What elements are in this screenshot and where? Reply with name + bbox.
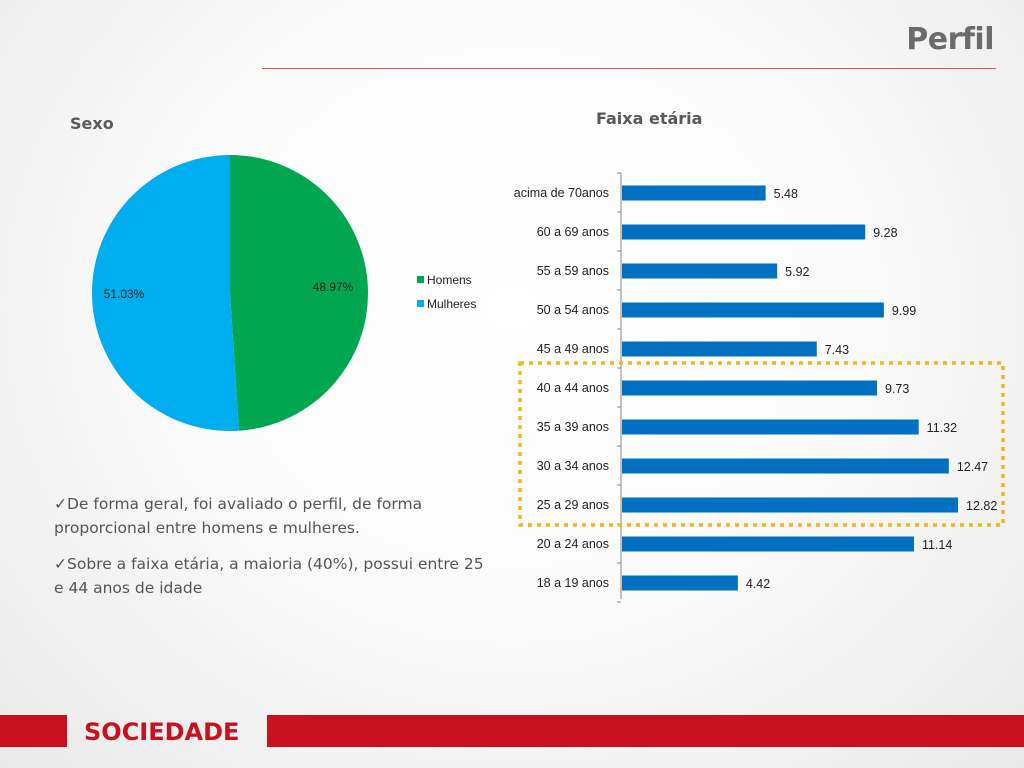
bullet-item: ✓Sobre a faixa etária, a maioria (40%), … [54,552,494,600]
footer-bar-right [267,715,1024,747]
brand-logo-text: SOCIEDADE [84,718,240,746]
category-label: 55 a 59 anos [537,264,609,278]
bar-data-label: 11.32 [927,421,957,435]
category-label: 25 a 29 anos [537,498,609,512]
page-title: Perfil [906,22,994,57]
bar-3 [622,302,884,318]
bar-data-label: 9.73 [885,382,909,396]
bar-data-label: 5.48 [774,187,798,201]
bullet-item: ✓De forma geral, foi avaliado o perfil, … [54,492,494,540]
bar-5 [622,380,878,396]
bar-1 [622,224,866,240]
bar-2 [622,263,778,279]
highlight-box [518,361,1005,527]
category-label: 18 a 19 anos [537,576,609,590]
pie-slice-mulheres [92,155,239,431]
bar-0 [622,185,766,201]
bar-6 [622,419,919,435]
bar-data-label: 11.14 [922,538,952,552]
bar-data-label: 12.47 [957,460,988,474]
bar-data-label: 7.43 [825,343,849,357]
category-label: 45 a 49 anos [537,342,609,356]
bar-chart-title: Faixa etária [596,109,703,128]
bar-data-label: 5.92 [785,265,809,279]
bar-data-label: 9.99 [892,304,916,318]
legend-label: Homens [427,273,472,287]
bar-data-label: 9.28 [873,226,897,240]
bar-data-label: 12.82 [966,499,997,513]
category-label: 20 a 24 anos [537,537,609,551]
bar-data-label: 4.42 [746,577,770,591]
category-label: 30 a 34 anos [537,459,609,473]
category-label: acima de 70anos [514,186,609,200]
check-icon: ✓ [54,495,67,513]
pie-chart-title: Sexo [70,114,114,133]
legend-label: Mulheres [427,297,476,311]
summary-bullets: ✓De forma geral, foi avaliado o perfil, … [54,492,494,612]
category-label: 50 a 54 anos [537,303,609,317]
category-label: 60 a 69 anos [537,225,609,239]
title-divider [262,68,996,69]
pie-slice-homens [230,155,369,431]
check-icon: ✓ [54,555,67,573]
bar-4 [622,341,817,357]
category-label: 35 a 39 anos [537,420,609,434]
bullet-text: Sobre a faixa etária, a maioria (40%), p… [54,555,484,597]
pie-data-label: 48.97% [313,280,354,294]
bar-9 [622,536,914,552]
legend-swatch [417,300,424,307]
bullet-text: De forma geral, foi avaliado o perfil, d… [54,495,423,537]
footer-bar-left [0,715,67,747]
bar-10 [622,575,738,591]
bar-7 [622,458,949,474]
bar-8 [622,497,958,513]
category-label: 40 a 44 anos [537,381,609,395]
legend-swatch [417,276,424,283]
pie-data-label: 51.03% [104,287,145,301]
